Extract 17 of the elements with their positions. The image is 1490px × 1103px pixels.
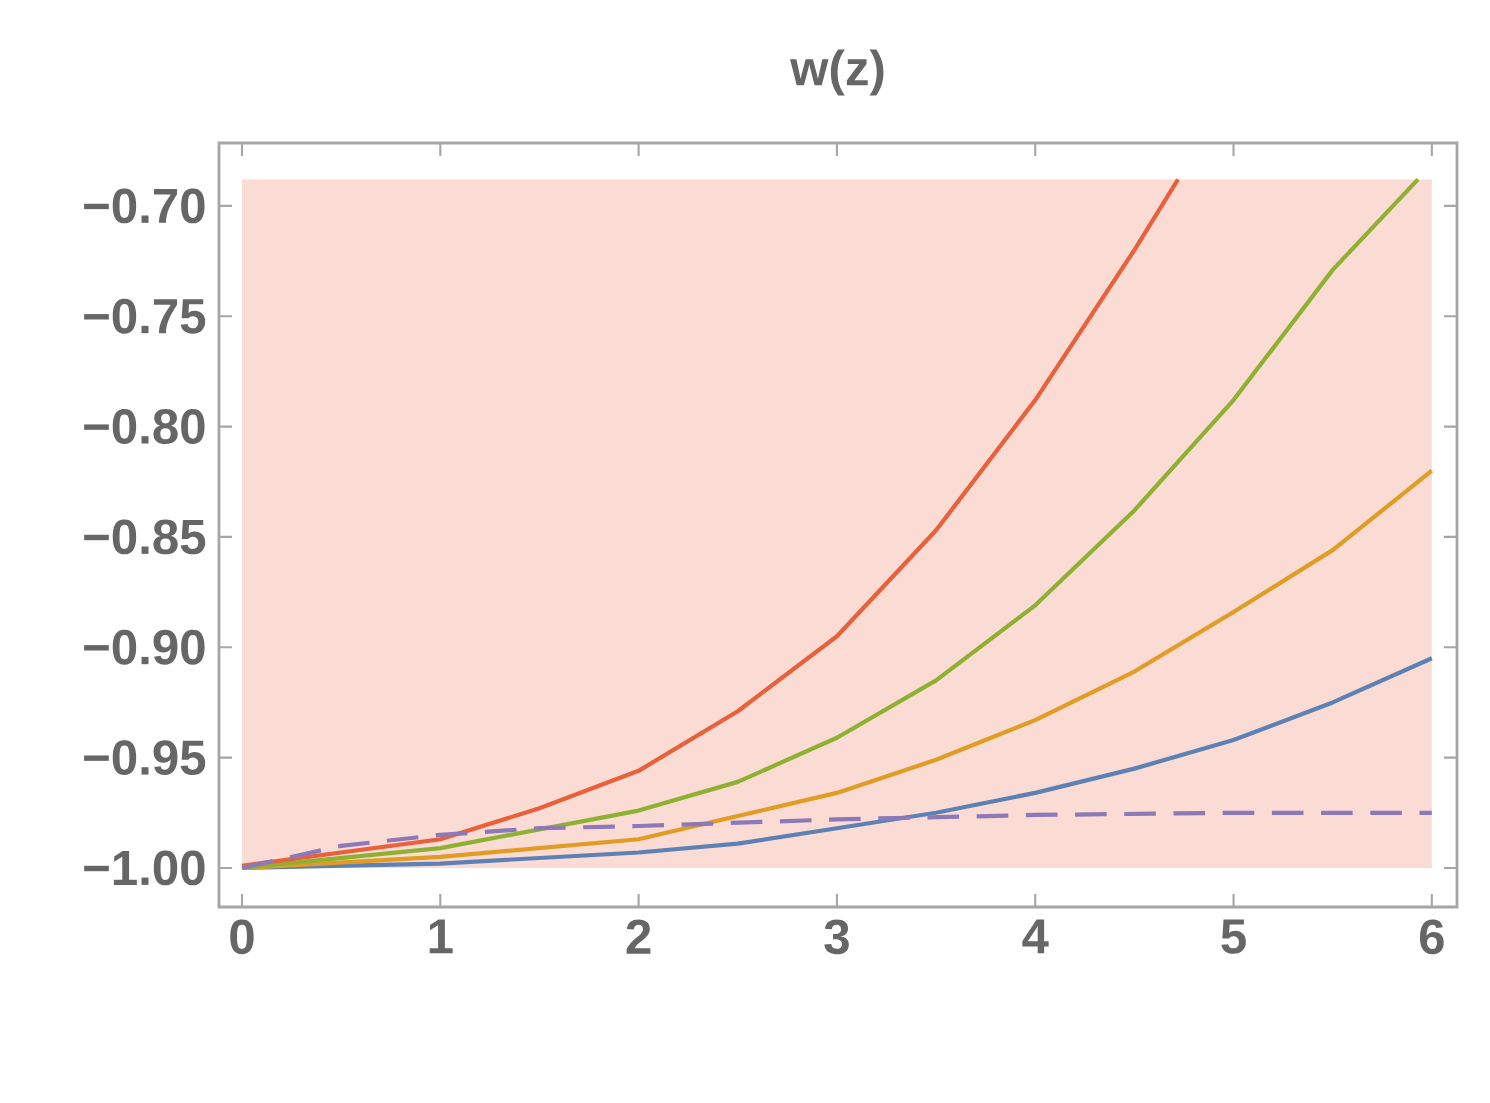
x-tick-label: 3	[824, 919, 849, 955]
y-tick-label: −0.85	[84, 519, 206, 555]
x-tick-label: 0	[230, 919, 254, 955]
x-tick-label: 1	[429, 919, 453, 954]
y-tick-label: −0.70	[84, 188, 205, 224]
y-tick-label: −0.95	[84, 740, 206, 776]
chart-title: w(z)	[790, 49, 884, 96]
x-tick-label: 2	[626, 919, 651, 954]
line-series	[239, 177, 1181, 868]
x-tick-label: 4	[1022, 919, 1049, 954]
x-tick-label: 6	[1419, 919, 1444, 955]
y-tick-label: −0.90	[84, 629, 205, 665]
y-tick-label: −0.80	[84, 409, 205, 444]
y-tick-label: −0.75	[84, 298, 206, 334]
y-tick-label: −1.00	[84, 850, 205, 886]
line-series	[239, 810, 1434, 871]
x-tick-label: 5	[1221, 919, 1246, 954]
